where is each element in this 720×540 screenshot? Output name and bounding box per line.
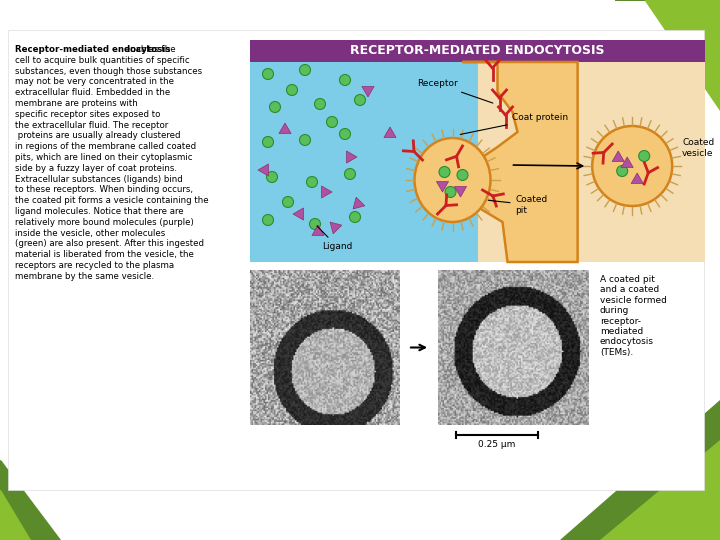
Text: Receptor: Receptor (418, 79, 493, 103)
Polygon shape (600, 440, 720, 540)
Text: Plasma
membrane: Plasma membrane (255, 383, 323, 410)
Polygon shape (293, 208, 304, 220)
Polygon shape (330, 222, 342, 234)
Polygon shape (457, 62, 577, 262)
Text: membrane are proteins with: membrane are proteins with (15, 99, 138, 108)
Text: the coated pit forms a vesicle containing the: the coated pit forms a vesicle containin… (15, 196, 209, 205)
Ellipse shape (415, 138, 490, 222)
Text: Coat protein: Coat protein (460, 113, 569, 134)
Text: A coated pit
and a coated
vesicle formed
during
receptor-
mediated
endocytosis
(: A coated pit and a coated vesicle formed… (600, 275, 667, 357)
Circle shape (354, 94, 366, 105)
Polygon shape (0, 490, 30, 540)
Circle shape (457, 170, 468, 180)
Circle shape (315, 98, 325, 110)
Text: ligand molecules. Notice that there are: ligand molecules. Notice that there are (15, 207, 184, 216)
Polygon shape (621, 157, 634, 167)
Circle shape (282, 197, 294, 207)
Text: receptors are recycled to the plasma: receptors are recycled to the plasma (15, 261, 174, 270)
Text: RECEPTOR-MEDIATED ENDOCYTOSIS: RECEPTOR-MEDIATED ENDOCYTOSIS (350, 44, 605, 57)
Polygon shape (362, 86, 374, 97)
Circle shape (340, 75, 351, 85)
Circle shape (263, 214, 274, 226)
Circle shape (269, 102, 281, 112)
Text: specific receptor sites exposed to: specific receptor sites exposed to (15, 110, 161, 119)
Text: the extracellular fluid. The receptor: the extracellular fluid. The receptor (15, 120, 168, 130)
Text: (green) are also present. After this ingested: (green) are also present. After this ing… (15, 239, 204, 248)
FancyBboxPatch shape (477, 62, 705, 262)
Circle shape (300, 64, 310, 76)
Text: to these receptors. When binding occurs,: to these receptors. When binding occurs, (15, 185, 193, 194)
Text: Coat
protein: Coat protein (258, 288, 315, 313)
Polygon shape (560, 400, 720, 540)
Circle shape (300, 134, 310, 145)
Polygon shape (322, 186, 332, 198)
Circle shape (287, 84, 297, 96)
Polygon shape (612, 151, 624, 161)
Circle shape (439, 166, 450, 178)
Polygon shape (454, 186, 467, 197)
Text: substances, even though those substances: substances, even though those substances (15, 66, 202, 76)
Circle shape (617, 165, 628, 177)
Text: in regions of the membrane called coated: in regions of the membrane called coated (15, 142, 196, 151)
Text: enables the: enables the (122, 45, 176, 54)
Text: Receptor-mediated endocytosis: Receptor-mediated endocytosis (15, 45, 171, 54)
Text: extracellular fluid. Embedded in the: extracellular fluid. Embedded in the (15, 88, 170, 97)
Text: proteins are usually already clustered: proteins are usually already clustered (15, 131, 181, 140)
Text: Coated
vesicle: Coated vesicle (683, 138, 714, 158)
Text: relatively more bound molecules (purple): relatively more bound molecules (purple) (15, 218, 194, 227)
Text: Coated
pit: Coated pit (488, 195, 548, 215)
Circle shape (266, 172, 277, 183)
Polygon shape (645, 0, 720, 110)
Text: side by a fuzzy layer of coat proteins.: side by a fuzzy layer of coat proteins. (15, 164, 177, 173)
Text: pits, which are lined on their cytoplasmic: pits, which are lined on their cytoplasm… (15, 153, 192, 162)
Text: Ligand: Ligand (317, 226, 352, 251)
Circle shape (310, 219, 320, 230)
Text: Extracellular substances (ligands) bind: Extracellular substances (ligands) bind (15, 174, 183, 184)
Text: 0.25 μm: 0.25 μm (478, 440, 516, 449)
Circle shape (639, 151, 649, 161)
Circle shape (344, 168, 356, 179)
Circle shape (326, 117, 338, 127)
Polygon shape (0, 460, 60, 540)
Circle shape (349, 212, 361, 222)
Circle shape (307, 177, 318, 187)
Circle shape (263, 137, 274, 147)
FancyBboxPatch shape (8, 30, 704, 490)
Polygon shape (353, 197, 365, 209)
Circle shape (263, 69, 274, 79)
Polygon shape (258, 164, 269, 176)
Polygon shape (312, 225, 324, 235)
FancyBboxPatch shape (250, 62, 477, 262)
Text: cell to acquire bulk quantities of specific: cell to acquire bulk quantities of speci… (15, 56, 189, 65)
Polygon shape (279, 123, 291, 133)
Text: membrane by the same vesicle.: membrane by the same vesicle. (15, 272, 154, 281)
Polygon shape (436, 181, 449, 192)
Circle shape (593, 126, 672, 206)
Polygon shape (384, 127, 396, 138)
Text: inside the vesicle, other molecules: inside the vesicle, other molecules (15, 228, 166, 238)
Text: material is liberated from the vesicle, the: material is liberated from the vesicle, … (15, 250, 194, 259)
Circle shape (340, 129, 351, 139)
Polygon shape (615, 0, 720, 80)
Circle shape (445, 186, 456, 198)
Text: may not be very concentrated in the: may not be very concentrated in the (15, 77, 174, 86)
FancyBboxPatch shape (250, 40, 705, 62)
Polygon shape (346, 151, 357, 163)
Polygon shape (631, 173, 643, 184)
